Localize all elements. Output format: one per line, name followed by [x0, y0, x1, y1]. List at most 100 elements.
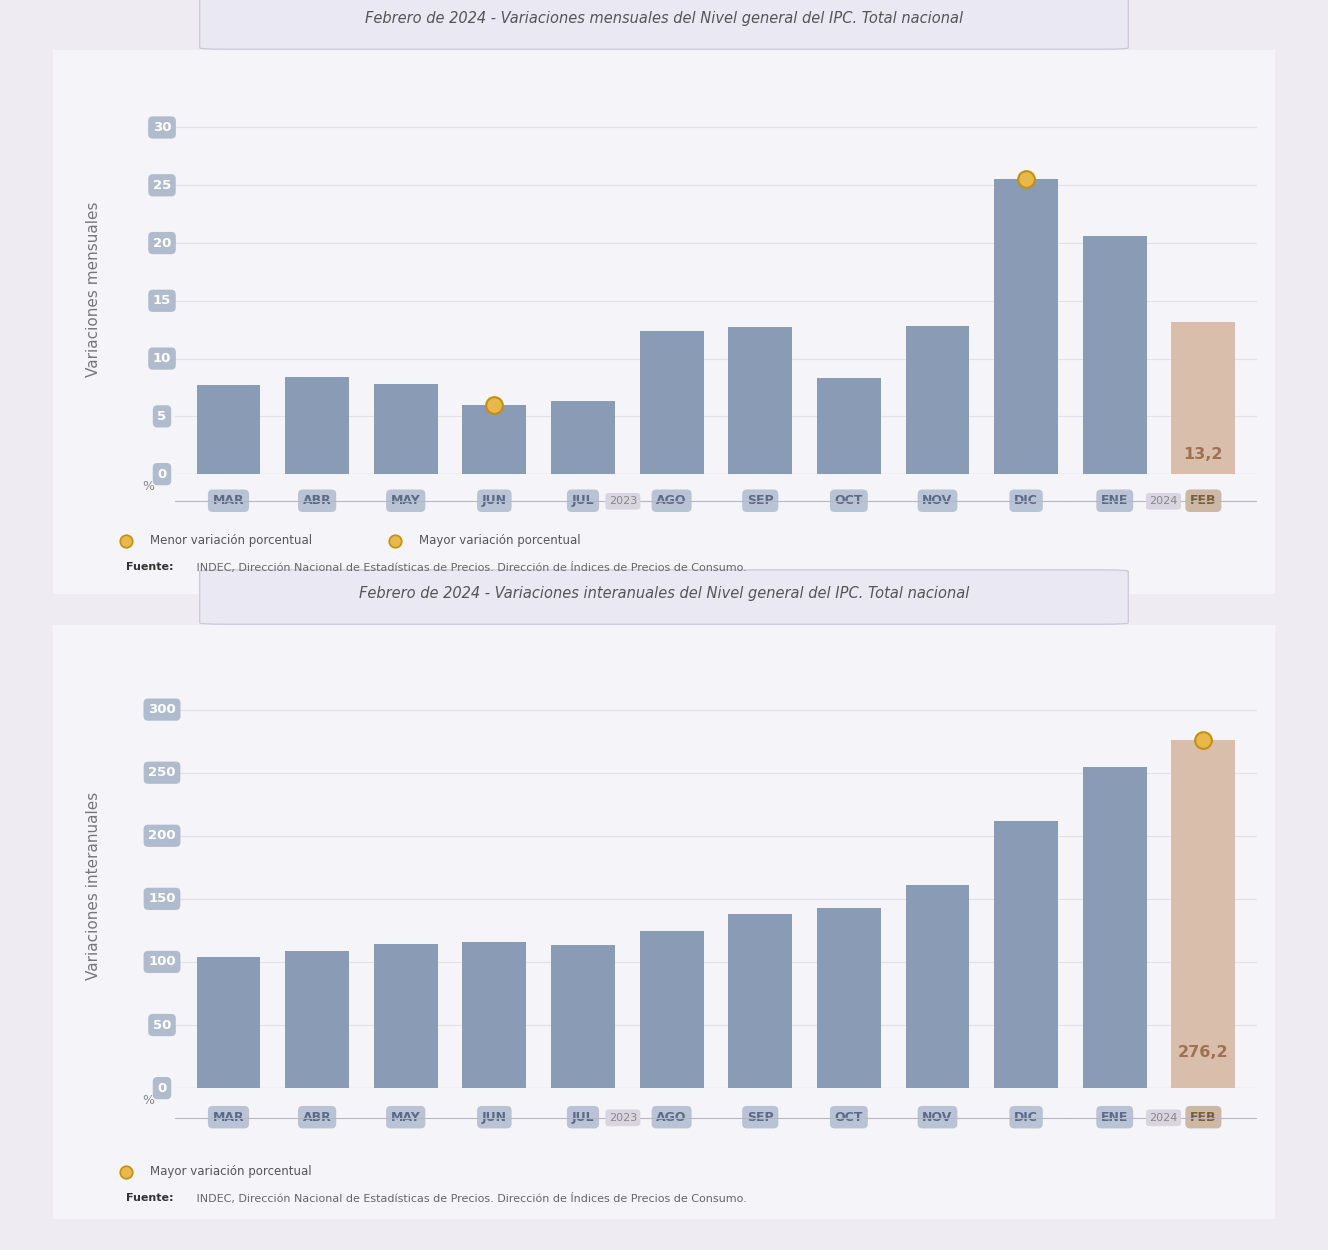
Text: %: % [142, 1094, 155, 1106]
Bar [906, 885, 969, 1088]
Text: JUL: JUL [571, 1111, 595, 1124]
Text: 20,6: 20,6 [1100, 441, 1130, 455]
Bar [995, 180, 1058, 474]
Text: MAY: MAY [390, 1111, 421, 1124]
Bar [906, 326, 969, 474]
Text: 10: 10 [153, 352, 171, 365]
Text: DIC: DIC [1015, 494, 1038, 508]
Text: 160,9: 160,9 [918, 1058, 957, 1072]
Text: AGO: AGO [656, 494, 687, 508]
Text: SEP: SEP [746, 1111, 773, 1124]
Text: JUN: JUN [482, 1111, 507, 1124]
Text: 5: 5 [158, 410, 166, 422]
Text: JUL: JUL [571, 494, 595, 508]
Text: OCT: OCT [835, 1111, 863, 1124]
Bar [462, 942, 526, 1088]
Text: 12,4: 12,4 [656, 449, 687, 462]
Bar [1082, 236, 1146, 474]
Text: 2024: 2024 [1149, 1112, 1178, 1122]
Text: INDEC, Dirección Nacional de Estadísticas de Precios. Dirección de Índices de Pr: INDEC, Dirección Nacional de Estadística… [193, 1192, 746, 1204]
Text: 2023: 2023 [608, 1112, 637, 1122]
Text: AGO: AGO [656, 1111, 687, 1124]
Text: 7,7: 7,7 [218, 452, 239, 468]
Text: ENE: ENE [1101, 1111, 1129, 1124]
Bar [462, 405, 526, 474]
Bar [817, 908, 880, 1088]
Text: 150: 150 [149, 892, 175, 905]
Text: 108,8: 108,8 [297, 1064, 337, 1078]
Text: Menor variación porcentual: Menor variación porcentual [150, 534, 312, 548]
Y-axis label: Variaciones mensuales: Variaciones mensuales [86, 201, 101, 378]
Text: 8,4: 8,4 [305, 452, 328, 466]
Bar [373, 384, 438, 474]
Bar [286, 951, 349, 1088]
Bar [640, 931, 704, 1088]
Text: SEP: SEP [746, 494, 773, 508]
Text: DIC: DIC [1015, 1111, 1038, 1124]
Text: 0: 0 [158, 468, 166, 480]
Bar [551, 401, 615, 474]
Text: Mayor variación porcentual: Mayor variación porcentual [150, 1165, 312, 1179]
Text: OCT: OCT [835, 494, 863, 508]
Bar [1171, 740, 1235, 1088]
Bar [640, 331, 704, 474]
Bar [728, 914, 791, 1088]
FancyBboxPatch shape [199, 570, 1129, 624]
Text: 7,8: 7,8 [394, 452, 417, 468]
Text: ABR: ABR [303, 494, 332, 508]
Text: %: % [142, 480, 155, 492]
Text: MAR: MAR [212, 494, 244, 508]
Text: 211,4: 211,4 [1007, 1052, 1046, 1066]
Text: FEB: FEB [1190, 1111, 1216, 1124]
Text: 115,6: 115,6 [474, 1062, 514, 1076]
Text: 2023: 2023 [608, 496, 637, 506]
Text: NOV: NOV [923, 1111, 952, 1124]
Bar [197, 956, 260, 1088]
Text: Fuente:: Fuente: [126, 1194, 174, 1204]
Text: 200: 200 [149, 829, 175, 842]
Text: 300: 300 [149, 703, 175, 716]
Text: 2024: 2024 [1149, 496, 1178, 506]
Text: MAR: MAR [212, 1111, 244, 1124]
Text: NOV: NOV [923, 494, 952, 508]
Text: 25: 25 [153, 179, 171, 191]
Text: 12,8: 12,8 [922, 449, 954, 462]
Bar [373, 944, 438, 1088]
Bar [817, 379, 880, 474]
Text: 100: 100 [149, 955, 175, 969]
Text: 13,2: 13,2 [1183, 448, 1223, 462]
Text: 113,4: 113,4 [563, 1062, 603, 1076]
Text: 138,3: 138,3 [741, 1060, 780, 1074]
Y-axis label: Variaciones interanuales: Variaciones interanuales [86, 792, 101, 980]
Text: 276,2: 276,2 [1178, 1045, 1228, 1060]
Bar [551, 945, 615, 1088]
Bar [286, 378, 349, 474]
Text: 50: 50 [153, 1019, 171, 1031]
Text: INDEC, Dirección Nacional de Estadísticas de Precios. Dirección de Índices de Pr: INDEC, Dirección Nacional de Estadística… [193, 561, 746, 572]
Bar [197, 385, 260, 474]
Text: 30: 30 [153, 121, 171, 134]
Text: 250: 250 [149, 766, 175, 779]
Text: 15: 15 [153, 294, 171, 308]
Text: 20: 20 [153, 236, 171, 250]
Text: 114,2: 114,2 [386, 1062, 425, 1076]
Text: 8,3: 8,3 [838, 452, 859, 466]
Text: 142,7: 142,7 [829, 1060, 869, 1074]
Text: MAY: MAY [390, 494, 421, 508]
Bar [728, 328, 791, 474]
Text: 254,2: 254,2 [1096, 1049, 1134, 1062]
Text: Fuente:: Fuente: [126, 562, 174, 572]
Bar [995, 821, 1058, 1088]
Text: 104,3: 104,3 [208, 1064, 248, 1078]
Bar [1171, 321, 1235, 474]
Text: Febrero de 2024 - Variaciones mensuales del Nivel general del IPC. Total naciona: Febrero de 2024 - Variaciones mensuales … [365, 11, 963, 26]
Text: 12,7: 12,7 [745, 449, 776, 462]
Text: 6,3: 6,3 [572, 454, 594, 469]
Bar [1082, 768, 1146, 1088]
Text: FEB: FEB [1190, 494, 1216, 508]
Text: 6,0: 6,0 [483, 455, 506, 469]
Text: JUN: JUN [482, 494, 507, 508]
Text: ENE: ENE [1101, 494, 1129, 508]
Text: Febrero de 2024 - Variaciones interanuales del Nivel general del IPC. Total naci: Febrero de 2024 - Variaciones interanual… [359, 586, 969, 601]
Text: 25,5: 25,5 [1011, 436, 1041, 450]
